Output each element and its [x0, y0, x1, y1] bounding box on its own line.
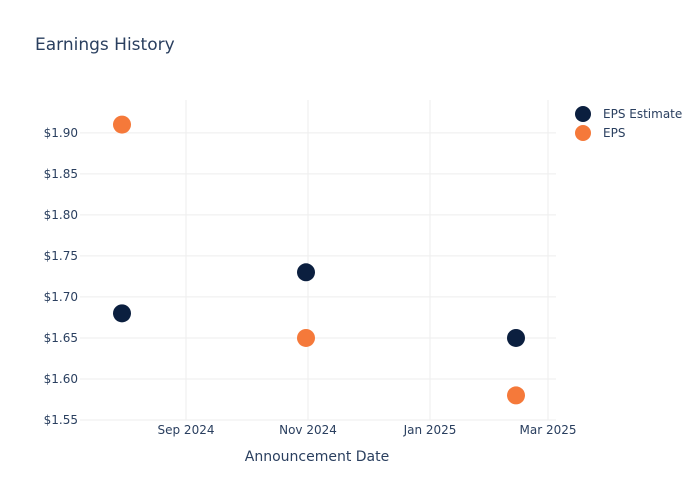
x-tick-label: Sep 2024: [158, 423, 215, 437]
x-tick-label: Jan 2025: [403, 423, 457, 437]
y-axis: $1.55 $1.60 $1.65 $1.70 $1.75 $1.80 $1.85 $1.90: [44, 126, 78, 427]
eps-estimate-point[interactable]: [297, 263, 315, 282]
legend-label-eps-estimate: EPS Estimate: [603, 107, 682, 121]
eps-estimate-point[interactable]: [507, 328, 525, 347]
eps-point[interactable]: [113, 115, 131, 134]
y-tick-label: $1.70: [44, 290, 78, 304]
series-eps-estimate: [113, 263, 525, 347]
x-tick-label: Mar 2025: [520, 423, 577, 437]
eps-point[interactable]: [507, 386, 525, 405]
y-tick-label: $1.80: [44, 208, 78, 222]
series-eps: [113, 115, 525, 405]
legend-marker-eps-estimate: [575, 106, 591, 122]
y-tick-label: $1.90: [44, 126, 78, 140]
x-axis-title: Announcement Date: [245, 449, 389, 465]
y-tick-label: $1.65: [44, 331, 78, 345]
legend-item-eps[interactable]: EPS: [575, 125, 625, 141]
legend[interactable]: EPS Estimate EPS: [575, 106, 682, 141]
y-tick-label: $1.60: [44, 372, 78, 386]
grid-layer: [80, 100, 556, 421]
legend-label-eps: EPS: [603, 126, 625, 140]
chart-title: Earnings History: [35, 35, 175, 55]
data-points: [113, 115, 525, 405]
legend-marker-eps: [575, 125, 591, 141]
x-tick-label: Nov 2024: [279, 423, 337, 437]
legend-item-eps-estimate[interactable]: EPS Estimate: [575, 106, 682, 122]
x-axis: Sep 2024 Nov 2024 Jan 2025 Mar 2025: [158, 423, 577, 437]
y-tick-label: $1.55: [44, 413, 78, 427]
y-tick-label: $1.85: [44, 167, 78, 181]
y-tick-label: $1.75: [44, 249, 78, 263]
eps-estimate-point[interactable]: [113, 304, 131, 323]
eps-point[interactable]: [297, 328, 315, 347]
